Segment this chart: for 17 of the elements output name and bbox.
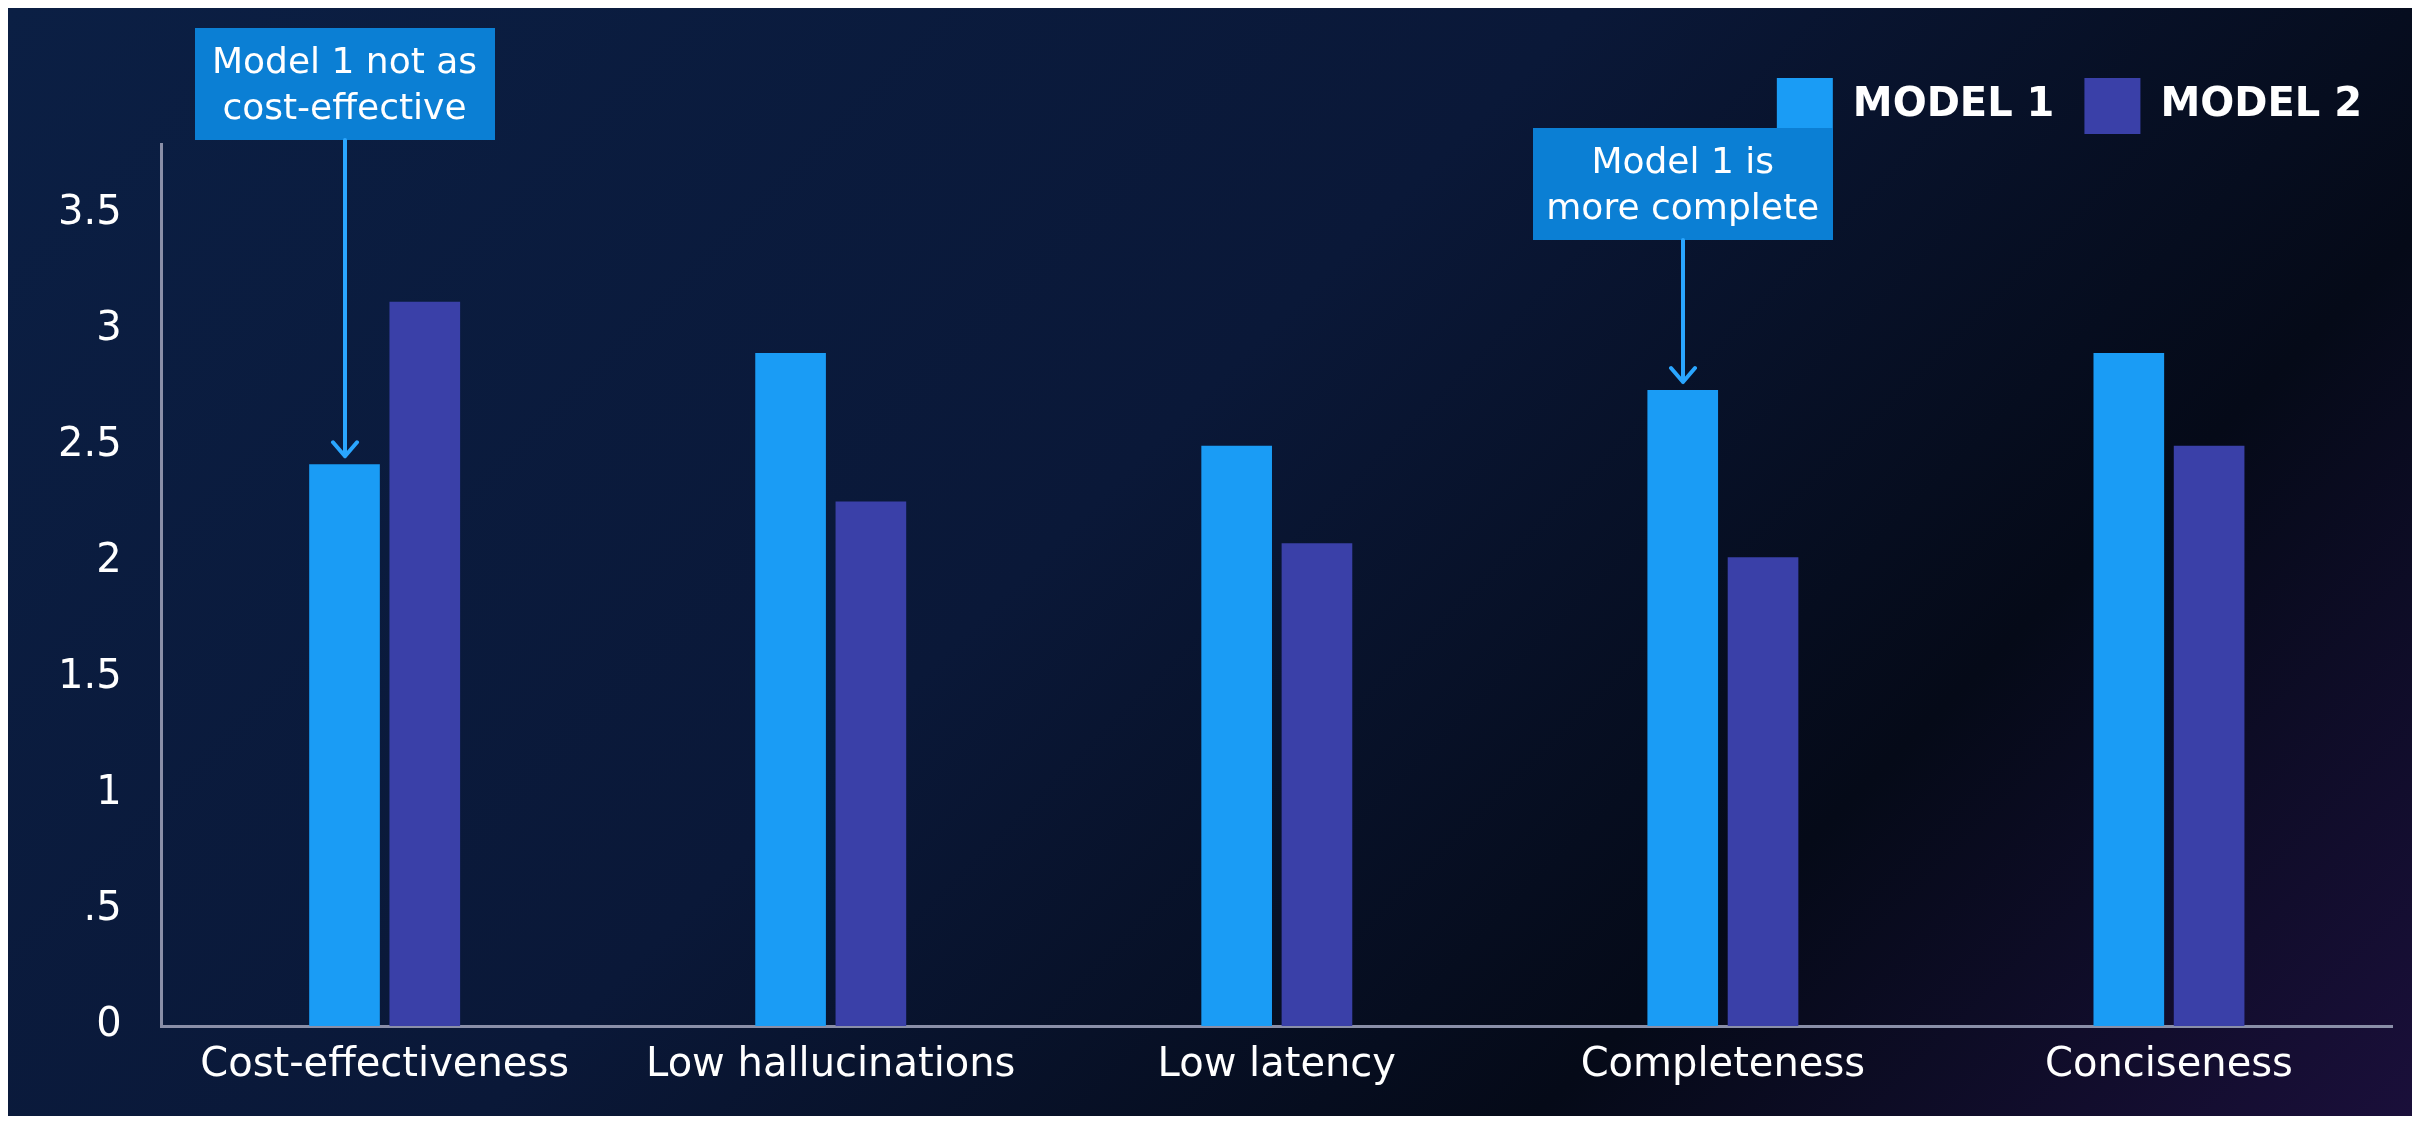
y-tick-label: 2 [96,535,122,582]
annotation: Model 1 is more complete [1532,128,1833,240]
y-tick-label: 1.5 [57,651,122,698]
x-tick-label: Low hallucinations [646,1039,1016,1086]
x-tick-label: Cost-effectiveness [200,1039,570,1086]
legend-label: MODEL 2 [2160,79,2363,126]
y-tick-label: .5 [83,883,122,930]
x-tick-label: Conciseness [2044,1039,2293,1086]
y-tick-label: 3 [96,303,122,350]
y-tick-label: 1 [96,767,122,814]
text: Model 1 not as cost-effective [194,28,495,140]
y-tick-label: 0 [96,999,122,1046]
legend-label: MODEL 1 [1852,79,2055,126]
x-tick-label: Completeness [1580,1039,1866,1086]
y-tick-label: 3.5 [57,187,122,234]
y-tick-label: 2.5 [57,419,122,466]
x-tick-label: Low latency [1157,1039,1397,1086]
